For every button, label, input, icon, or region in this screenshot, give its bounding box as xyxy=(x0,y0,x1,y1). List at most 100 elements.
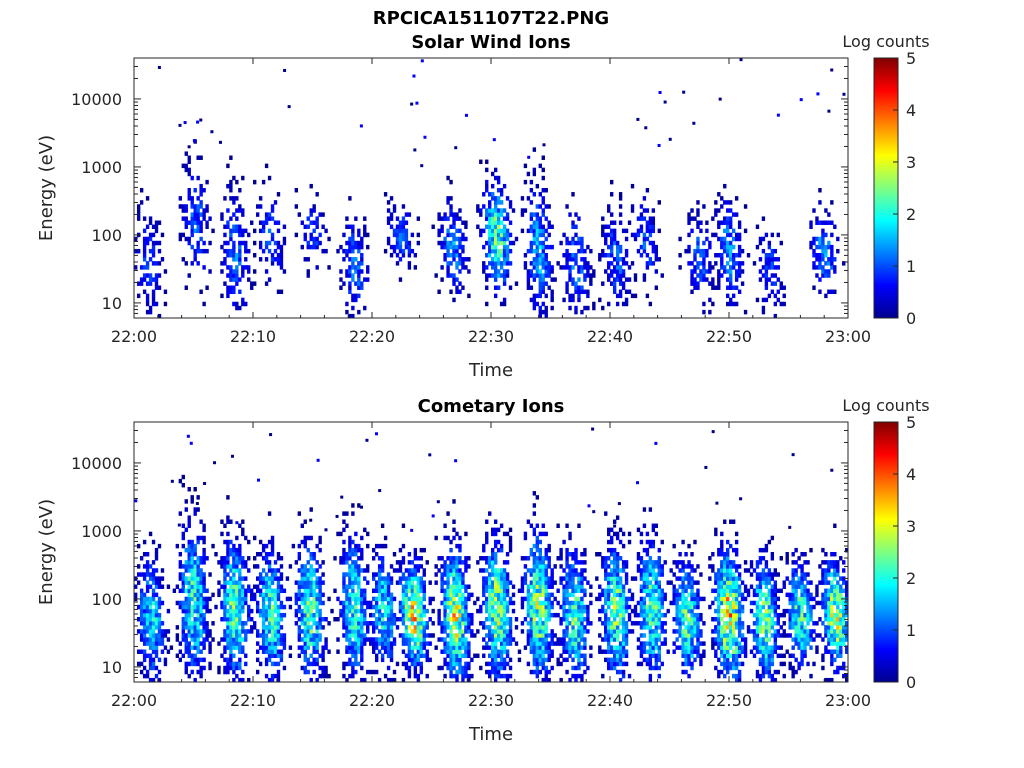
spectrogram-cell xyxy=(348,313,352,318)
spectrogram-cell xyxy=(604,637,608,642)
spectrogram-cell xyxy=(232,592,236,598)
spectrogram-cell xyxy=(199,649,203,654)
spectrogram-cell xyxy=(532,645,537,650)
spectrogram-cell xyxy=(449,572,453,577)
spectrogram-cell xyxy=(508,657,513,663)
spectrogram-cell xyxy=(410,657,415,663)
spectrogram-cell xyxy=(232,196,236,201)
colorbar-tick-label: 0 xyxy=(906,309,916,328)
spectrogram-cell xyxy=(199,633,203,638)
spectrogram-cell xyxy=(422,612,426,618)
spectrogram-cell xyxy=(550,576,554,581)
spectrogram-cell xyxy=(627,596,632,602)
spectrogram-cell xyxy=(235,535,239,541)
spectrogram-cell xyxy=(502,617,507,622)
spectrogram-cell xyxy=(342,519,346,524)
spectrogram-cell xyxy=(535,649,540,654)
spectrogram-cell xyxy=(258,204,263,209)
spectrogram-cell xyxy=(488,511,492,516)
spectrogram-cell xyxy=(297,604,302,610)
spectrogram-cell xyxy=(190,499,194,504)
spectrogram-cell xyxy=(238,645,242,650)
spectrogram-cell xyxy=(499,604,504,610)
spectrogram-cell xyxy=(229,183,233,189)
spectrogram-cell xyxy=(223,608,227,614)
spectrogram-cell xyxy=(645,564,650,569)
spectrogram-cell xyxy=(196,204,200,209)
spectrogram-cell xyxy=(598,253,602,258)
spectrogram-cell xyxy=(574,281,578,286)
spectrogram-cell xyxy=(493,580,498,585)
spectrogram-cell xyxy=(357,244,361,250)
spectrogram-cell xyxy=(520,212,525,217)
spectrogram-cell xyxy=(202,240,206,246)
spectrogram-cell xyxy=(583,552,587,557)
spectrogram-cell xyxy=(493,220,498,225)
spectrogram-cell xyxy=(250,281,254,286)
spectrogram-cell xyxy=(226,580,230,585)
spectrogram-cell xyxy=(547,269,551,274)
spectrogram-cell xyxy=(413,645,418,650)
spectrogram-cell xyxy=(139,649,144,654)
spectrogram-cell xyxy=(235,273,239,278)
spectrogram-cell xyxy=(145,584,150,589)
spectrogram-cell xyxy=(571,192,575,197)
spectrogram-cell xyxy=(267,580,272,585)
spectrogram-cell xyxy=(273,673,278,679)
spectrogram-cell xyxy=(136,212,141,217)
spectrogram-cell xyxy=(199,657,203,663)
spectrogram-cell xyxy=(380,560,385,565)
spectrogram-cell xyxy=(300,600,304,606)
spectrogram-cell xyxy=(726,224,730,230)
spectrogram-cell xyxy=(476,204,480,209)
spectrogram-cell xyxy=(151,588,156,594)
spectrogram-cell xyxy=(705,277,709,282)
spectrogram-cell xyxy=(571,649,575,654)
spectrogram-cell xyxy=(461,580,465,585)
spectrogram-cell xyxy=(443,560,447,565)
spectrogram-cell xyxy=(163,633,168,638)
spectrogram-cell xyxy=(321,592,325,598)
spectrogram-cell xyxy=(181,588,185,594)
spectrogram-cell xyxy=(541,560,545,565)
spectrogram-cell xyxy=(345,637,349,642)
spectrogram-cell xyxy=(315,612,319,618)
spectrogram-cell xyxy=(720,240,724,246)
spectrogram-cell xyxy=(389,612,394,618)
spectrogram-cell xyxy=(270,592,275,598)
spectrogram-cell xyxy=(354,265,358,270)
spectrogram-cell xyxy=(612,661,617,667)
spectrogram-cell xyxy=(380,556,385,561)
spectrogram-cell xyxy=(479,556,483,561)
spectrogram-cell xyxy=(604,232,608,238)
spectrogram-cell xyxy=(499,673,504,679)
spectrogram-cell xyxy=(827,212,831,217)
spectrogram-cell xyxy=(818,257,822,262)
spectrogram-cell xyxy=(315,677,319,682)
spectrogram-cell xyxy=(217,592,221,598)
spectrogram-cell xyxy=(446,232,450,238)
spectrogram-cell xyxy=(565,285,569,290)
spectrogram-cell xyxy=(520,621,525,626)
spectrogram-cell xyxy=(699,261,703,266)
spectrogram-cell xyxy=(139,637,144,642)
spectrogram-cell xyxy=(488,588,492,594)
spectrogram-cell xyxy=(529,617,534,622)
spectrogram-cell xyxy=(241,212,245,217)
spectrogram-cell xyxy=(642,564,647,569)
spectrogram-cell xyxy=(372,625,376,630)
spectrogram-cell xyxy=(229,633,233,638)
spectrogram-cell xyxy=(607,600,611,606)
spectrogram-cell xyxy=(196,155,200,160)
spectrogram-cell xyxy=(488,564,492,569)
spectrogram-cell xyxy=(235,556,239,561)
spectrogram-cell xyxy=(568,552,572,557)
spectrogram-cell xyxy=(232,633,236,638)
spectrogram-cell xyxy=(580,653,584,659)
spectrogram-cell xyxy=(452,596,456,602)
spectrogram-cell xyxy=(348,596,352,602)
spectrogram-cell xyxy=(624,641,629,646)
spectrogram-cell xyxy=(621,633,626,638)
spectrogram-cell xyxy=(488,604,492,610)
spectrogram-cell xyxy=(607,580,611,585)
